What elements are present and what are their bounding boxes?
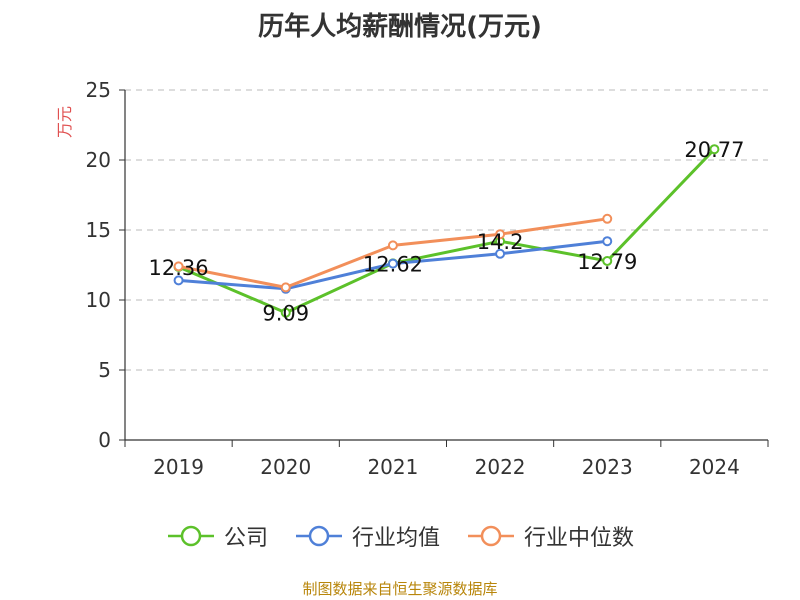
y-tick-label: 15 xyxy=(86,218,111,242)
y-axis-label: 万元 xyxy=(55,106,74,138)
legend-label-industry-mean: 行业均值 xyxy=(351,526,440,551)
series-2-point-2019[interactable] xyxy=(173,261,184,272)
series-0-point-2023[interactable] xyxy=(602,255,613,266)
legend-marker-industry-mean-icon xyxy=(295,525,342,547)
x-tick-label-2021: 2021 xyxy=(367,455,418,479)
x-tick-label-2020: 2020 xyxy=(260,455,311,479)
x-tick-label-2022: 2022 xyxy=(475,455,526,479)
y-tick-label: 0 xyxy=(98,428,111,452)
data-label-2024: 20.77 xyxy=(684,138,744,162)
legend-item-company[interactable]: 公司 xyxy=(166,520,268,552)
series-2-point-2023[interactable] xyxy=(602,213,613,224)
series-1-point-2022[interactable] xyxy=(495,248,506,259)
legend-label-industry-median: 行业中位数 xyxy=(524,526,635,551)
series-1-point-2019[interactable] xyxy=(173,275,184,286)
legend-item-industry-median[interactable]: 行业中位数 xyxy=(466,520,634,552)
series-1-point-2021[interactable] xyxy=(387,258,398,269)
data-label-2022: 14.2 xyxy=(477,230,524,254)
legend-marker-company-icon xyxy=(167,525,214,547)
data-label-2023: 12.79 xyxy=(577,250,637,274)
series-line-0 xyxy=(177,148,716,315)
legend-marker-industry-median-icon xyxy=(468,525,514,547)
x-tick-label-2024: 2024 xyxy=(689,455,740,479)
source-note: 制图数据来自恒生聚源数据库 xyxy=(302,580,498,598)
y-tick-label: 5 xyxy=(98,358,111,382)
y-tick-label: 10 xyxy=(86,288,111,312)
grid-lines xyxy=(125,89,768,371)
legend-item-industry-mean[interactable]: 行业均值 xyxy=(294,520,440,552)
data-label-2020: 9.09 xyxy=(262,302,309,326)
data-label-2019: 12.36 xyxy=(149,256,209,280)
series-lines xyxy=(173,144,720,318)
series-2-point-2022[interactable] xyxy=(495,229,506,240)
legend: 公司 行业均值 行业中位数 xyxy=(0,520,800,552)
series-0-point-2020[interactable] xyxy=(280,307,291,318)
legend-label-company: 公司 xyxy=(223,526,268,551)
series-1-point-2023[interactable] xyxy=(602,236,613,247)
series-0-point-2024[interactable] xyxy=(709,144,720,155)
axes: 0 5 10 15 20 25 2019 2020 2021 2022 2023 2024 xyxy=(86,78,769,479)
y-tick-label: 25 xyxy=(86,78,111,102)
series-2-point-2021[interactable] xyxy=(387,240,398,251)
x-tick-label-2019: 2019 xyxy=(153,455,204,479)
data-label-2021: 12.62 xyxy=(363,252,423,276)
series-2-point-2020[interactable] xyxy=(280,282,291,293)
x-tick-label-2023: 2023 xyxy=(582,455,633,479)
data-labels: 12.36 9.09 12.62 14.2 12.79 20.77 xyxy=(149,138,745,326)
chart-title: 历年人均薪酬情况(万元) xyxy=(258,12,542,42)
y-tick-label: 20 xyxy=(86,148,111,172)
